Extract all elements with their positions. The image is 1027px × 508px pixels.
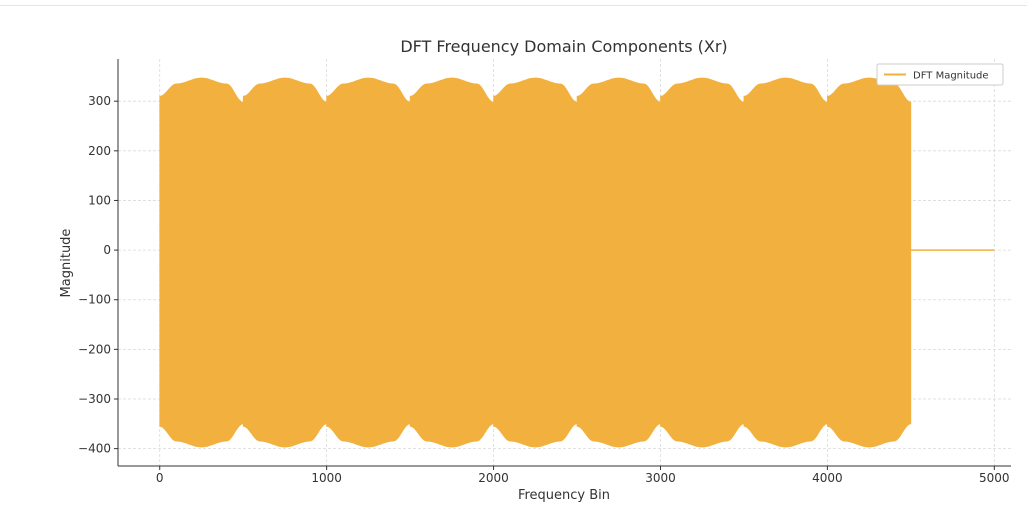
y-tick-label: −400 [78, 442, 111, 456]
legend-label: DFT Magnitude [913, 71, 989, 82]
y-tick-label: 100 [88, 193, 111, 207]
x-axis-label: Frequency Bin [518, 488, 610, 503]
series-segment-2 [242, 77, 327, 448]
chart-title: DFT Frequency Domain Components (Xr) [400, 37, 727, 56]
y-tick-label: −200 [78, 342, 111, 356]
y-tick-label: 300 [88, 94, 111, 108]
series-segment-6 [576, 77, 661, 448]
x-tick-label: 4000 [812, 471, 843, 485]
series-segment-8 [743, 77, 828, 448]
x-tick-label: 2000 [478, 471, 509, 485]
legend: DFT Magnitude [876, 63, 1004, 86]
series-segment-9 [827, 77, 912, 448]
series-segment-1 [159, 77, 244, 448]
series-segment-4 [409, 77, 494, 448]
x-tick-label: 0 [156, 471, 164, 485]
y-axis-label: Magnitude [59, 229, 74, 298]
series-segment-7 [660, 77, 745, 448]
series-dft-magnitude [159, 77, 995, 448]
x-tick-label: 3000 [645, 471, 676, 485]
x-tick-label: 5000 [979, 471, 1010, 485]
top-divider [0, 5, 1027, 6]
x-ticks: 0 1000 2000 3000 4000 5000 [156, 466, 1010, 485]
x-tick-label: 1000 [311, 471, 342, 485]
series-segment-5 [493, 77, 578, 448]
y-ticks: 300 200 100 0 −100 −200 −300 −400 [78, 94, 118, 456]
series-segment-3 [326, 77, 411, 448]
y-tick-label: 200 [88, 144, 111, 158]
y-tick-label: 0 [103, 243, 111, 257]
y-tick-label: −100 [78, 293, 111, 307]
legend-box [876, 63, 1004, 86]
y-tick-label: −300 [78, 392, 111, 406]
